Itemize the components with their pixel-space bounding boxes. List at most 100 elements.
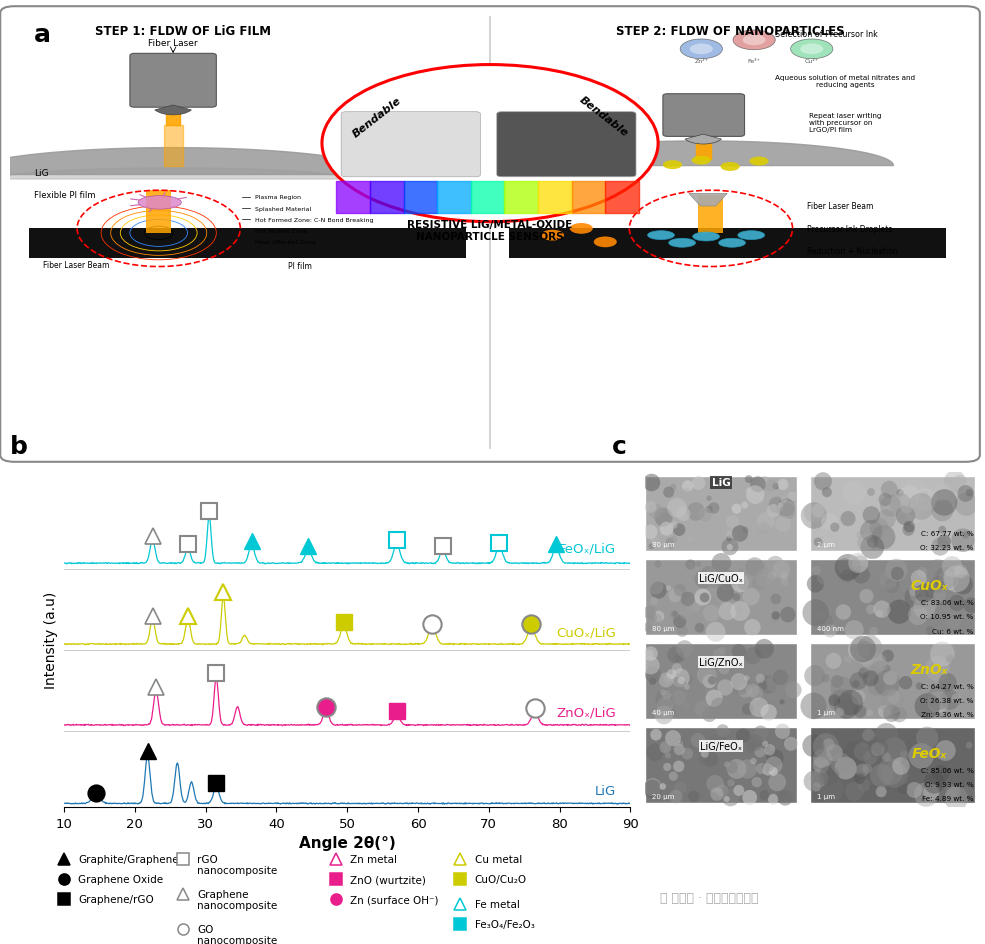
- Circle shape: [781, 703, 789, 712]
- Circle shape: [874, 670, 900, 697]
- Circle shape: [818, 776, 844, 802]
- Circle shape: [765, 756, 782, 774]
- Circle shape: [762, 741, 768, 747]
- Circle shape: [767, 572, 776, 581]
- Text: Graphene Oxide: Graphene Oxide: [78, 874, 164, 885]
- Circle shape: [660, 522, 674, 536]
- Text: LiG: LiG: [595, 784, 617, 798]
- FancyBboxPatch shape: [341, 112, 481, 177]
- Circle shape: [866, 666, 880, 679]
- Circle shape: [916, 727, 939, 750]
- Text: GO: GO: [197, 924, 214, 935]
- Circle shape: [849, 672, 867, 690]
- Circle shape: [857, 635, 882, 661]
- Text: nanocomposite: nanocomposite: [197, 900, 278, 910]
- Circle shape: [653, 611, 664, 622]
- Polygon shape: [689, 194, 727, 207]
- Circle shape: [765, 764, 774, 772]
- Circle shape: [745, 648, 761, 665]
- Circle shape: [812, 504, 825, 518]
- Circle shape: [935, 740, 955, 761]
- Circle shape: [706, 622, 725, 642]
- Circle shape: [673, 524, 686, 536]
- Circle shape: [755, 747, 765, 758]
- Text: FeOₓ/LiG: FeOₓ/LiG: [559, 542, 617, 555]
- Circle shape: [676, 640, 693, 658]
- Circle shape: [668, 544, 675, 550]
- Circle shape: [885, 578, 899, 594]
- Circle shape: [680, 606, 693, 620]
- Text: a: a: [33, 23, 51, 47]
- Circle shape: [643, 647, 658, 661]
- Circle shape: [648, 614, 657, 623]
- Circle shape: [918, 580, 935, 597]
- Circle shape: [803, 734, 824, 757]
- Text: CuO/Cu₂O: CuO/Cu₂O: [475, 874, 527, 885]
- Circle shape: [665, 752, 671, 759]
- Circle shape: [738, 760, 757, 779]
- Circle shape: [732, 526, 748, 542]
- Circle shape: [771, 612, 780, 620]
- Circle shape: [830, 675, 843, 688]
- Circle shape: [812, 783, 821, 792]
- Text: RESISTIVE LiG/METAL-OXIDE
NANOPARTICLE SENSORS: RESISTIVE LiG/METAL-OXIDE NANOPARTICLE S…: [408, 220, 572, 242]
- Circle shape: [830, 753, 851, 774]
- Text: LiG: LiG: [33, 169, 48, 177]
- Circle shape: [770, 594, 781, 605]
- Text: Bendable: Bendable: [351, 95, 403, 139]
- Circle shape: [743, 588, 759, 606]
- Circle shape: [746, 488, 751, 494]
- Circle shape: [958, 786, 975, 803]
- Text: LiG/CuOₓ: LiG/CuOₓ: [699, 573, 743, 583]
- Text: C: 67.77 wt. %: C: 67.77 wt. %: [921, 530, 973, 536]
- Circle shape: [694, 570, 713, 589]
- Circle shape: [716, 784, 728, 797]
- Circle shape: [745, 558, 764, 577]
- Circle shape: [645, 649, 654, 658]
- Text: Zn (surface OH⁻): Zn (surface OH⁻): [350, 894, 438, 904]
- Circle shape: [776, 789, 786, 799]
- Circle shape: [725, 531, 739, 546]
- Circle shape: [879, 493, 891, 507]
- Text: C: 83.06 wt. %: C: 83.06 wt. %: [921, 599, 973, 606]
- Circle shape: [962, 531, 969, 539]
- Circle shape: [690, 44, 713, 55]
- Circle shape: [842, 480, 867, 505]
- Circle shape: [634, 154, 653, 162]
- Circle shape: [807, 576, 824, 593]
- Circle shape: [838, 690, 863, 716]
- Circle shape: [842, 742, 866, 766]
- Circle shape: [759, 676, 777, 694]
- Circle shape: [854, 705, 867, 718]
- Circle shape: [915, 694, 940, 719]
- Circle shape: [862, 729, 875, 742]
- Text: STEP 1: FLDW OF LiG FILM: STEP 1: FLDW OF LiG FILM: [95, 25, 271, 38]
- Circle shape: [645, 667, 661, 683]
- Circle shape: [666, 585, 671, 591]
- Circle shape: [868, 737, 888, 758]
- Text: Cu: 6 wt. %: Cu: 6 wt. %: [932, 628, 973, 633]
- Circle shape: [727, 530, 736, 539]
- Text: Fiber Laser Beam: Fiber Laser Beam: [807, 202, 874, 211]
- Circle shape: [828, 690, 850, 713]
- Circle shape: [708, 676, 716, 684]
- Circle shape: [731, 673, 748, 690]
- Circle shape: [850, 636, 876, 663]
- Circle shape: [844, 655, 851, 663]
- Circle shape: [816, 611, 826, 621]
- Circle shape: [738, 568, 744, 574]
- Circle shape: [848, 639, 870, 661]
- Text: Precursor Ink Droplets: Precursor Ink Droplets: [807, 225, 892, 234]
- Circle shape: [828, 695, 840, 706]
- Circle shape: [734, 785, 745, 796]
- Circle shape: [834, 757, 857, 780]
- Circle shape: [660, 689, 666, 696]
- Circle shape: [755, 674, 764, 683]
- Circle shape: [650, 598, 658, 605]
- Circle shape: [687, 503, 705, 521]
- Text: O: 32.23 wt. %: O: 32.23 wt. %: [920, 544, 973, 550]
- Circle shape: [718, 593, 731, 606]
- Circle shape: [851, 690, 866, 705]
- Circle shape: [825, 653, 841, 669]
- Circle shape: [775, 724, 790, 739]
